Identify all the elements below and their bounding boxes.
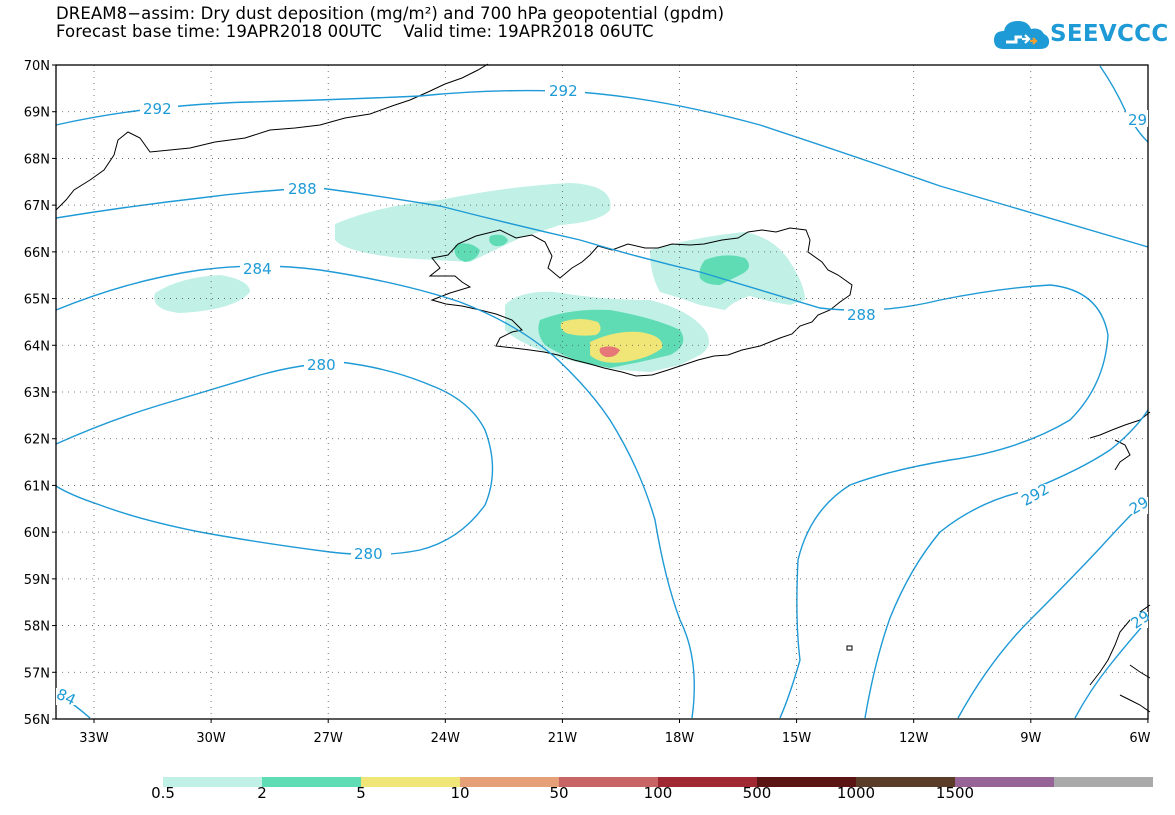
latitude-label: 58N — [24, 620, 50, 635]
contour-288 — [55, 187, 1109, 719]
map-title-line-2: Forecast base time: 19APR2018 00UTC Vali… — [56, 22, 654, 41]
contour-292-north — [55, 89, 1149, 248]
longitude-label: 33W — [79, 731, 109, 746]
legend-label: 50 — [549, 784, 569, 802]
latitude-label: 63N — [24, 386, 50, 401]
iceland-coastline — [428, 227, 853, 377]
legend-label: 1000 — [836, 784, 876, 802]
latitude-label: 59N — [24, 573, 50, 588]
legend-swatch — [361, 777, 461, 787]
contour-label: 288 — [288, 180, 317, 198]
latitude-labels: 70N 69N 68N 67N 66N 65N 64N 63N 62N 61N 60N 59N 58N 5… — [24, 59, 50, 728]
longitude-label: 27W — [313, 731, 343, 746]
longitude-label: 15W — [782, 731, 812, 746]
latitude-label: 61N — [24, 479, 50, 494]
latitude-label: 56N — [24, 713, 50, 728]
dust-area-mid — [454, 243, 480, 262]
legend-label: 5 — [356, 784, 366, 802]
contour-label: 288 — [847, 306, 876, 324]
legend-swatch — [559, 777, 659, 787]
legend-label: 100 — [643, 784, 673, 802]
contour-label: 284 — [243, 260, 272, 278]
latitude-label: 64N — [24, 339, 50, 354]
scotland-coastline — [1089, 411, 1151, 713]
legend-label: 10 — [450, 784, 470, 802]
faroe-islands-coastline — [846, 645, 853, 651]
latitude-label: 60N — [24, 526, 50, 541]
latitude-label: 70N — [24, 59, 50, 74]
geopotential-contours — [55, 65, 1149, 719]
contour-label: 292 — [549, 82, 578, 100]
contour-296-se — [1074, 619, 1149, 719]
legend-swatch — [460, 777, 560, 787]
dust-area-mid — [489, 234, 508, 247]
legend-swatch — [163, 777, 263, 787]
contour-label: 292 — [143, 100, 172, 118]
latitude-label: 65N — [24, 293, 50, 308]
longitude-label: 18W — [665, 731, 695, 746]
contour-label: 29 — [1128, 111, 1147, 129]
latitude-label: 68N — [24, 152, 50, 167]
color-legend — [163, 772, 1154, 791]
map-title-line-1: DREAM8−assim: Dry dust deposition (mg/m²… — [56, 4, 725, 23]
legend-swatch — [757, 777, 857, 787]
longitude-label: 24W — [431, 731, 461, 746]
legend-swatch — [1054, 777, 1154, 787]
color-legend-bar — [163, 777, 1154, 787]
cloud-icon — [994, 21, 1050, 49]
legend-swatch — [262, 777, 362, 787]
longitude-label: 21W — [548, 731, 578, 746]
contour-284 — [55, 265, 695, 719]
latitude-label: 57N — [24, 666, 50, 681]
contour-292-south — [864, 409, 1149, 719]
legend-label: 1500 — [935, 784, 975, 802]
legend-label: 2 — [257, 784, 267, 802]
contour-label: 29 — [1127, 607, 1153, 633]
longitude-label: 6W — [1129, 731, 1150, 746]
legend-label: 500 — [742, 784, 772, 802]
map-frame — [55, 64, 1149, 720]
longitude-label: 30W — [196, 731, 226, 746]
contour-280 — [55, 361, 494, 556]
longitude-label: 12W — [899, 731, 929, 746]
coastlines — [55, 63, 1151, 713]
dust-area-low — [335, 183, 611, 262]
longitude-label: 9W — [1020, 731, 1041, 746]
dust-area-peak — [599, 346, 620, 358]
legend-label: 0.5 — [151, 784, 175, 802]
contour-label: 280 — [354, 545, 383, 563]
contour-label: 280 — [307, 356, 336, 374]
legend-swatch — [856, 777, 956, 787]
latitude-label: 62N — [24, 433, 50, 448]
dust-area-mid — [699, 255, 749, 285]
legend-swatch — [658, 777, 758, 787]
dust-deposition-fill — [154, 183, 805, 372]
contour-labels: 292 292 29 288 288 284 280 280 292 29 84… — [54, 82, 1153, 709]
legend-swatch — [955, 777, 1055, 787]
map-grid — [52, 64, 1149, 723]
greenland-coastline — [55, 63, 489, 211]
logo-text: SEEVCCC — [1050, 21, 1169, 47]
dust-area-low — [154, 275, 250, 313]
contour-29-se — [957, 497, 1149, 719]
latitude-label: 69N — [24, 106, 50, 121]
dust-area-high — [560, 319, 601, 336]
latitude-label: 67N — [24, 199, 50, 214]
seevccc-logo: SEEVCCC — [992, 15, 1168, 59]
contour-292-ne — [1099, 65, 1149, 143]
longitude-labels: 33W 30W 27W 24W 21W 18W 15W 12W 9W 6W — [79, 731, 1150, 746]
latitude-label: 66N — [24, 246, 50, 261]
